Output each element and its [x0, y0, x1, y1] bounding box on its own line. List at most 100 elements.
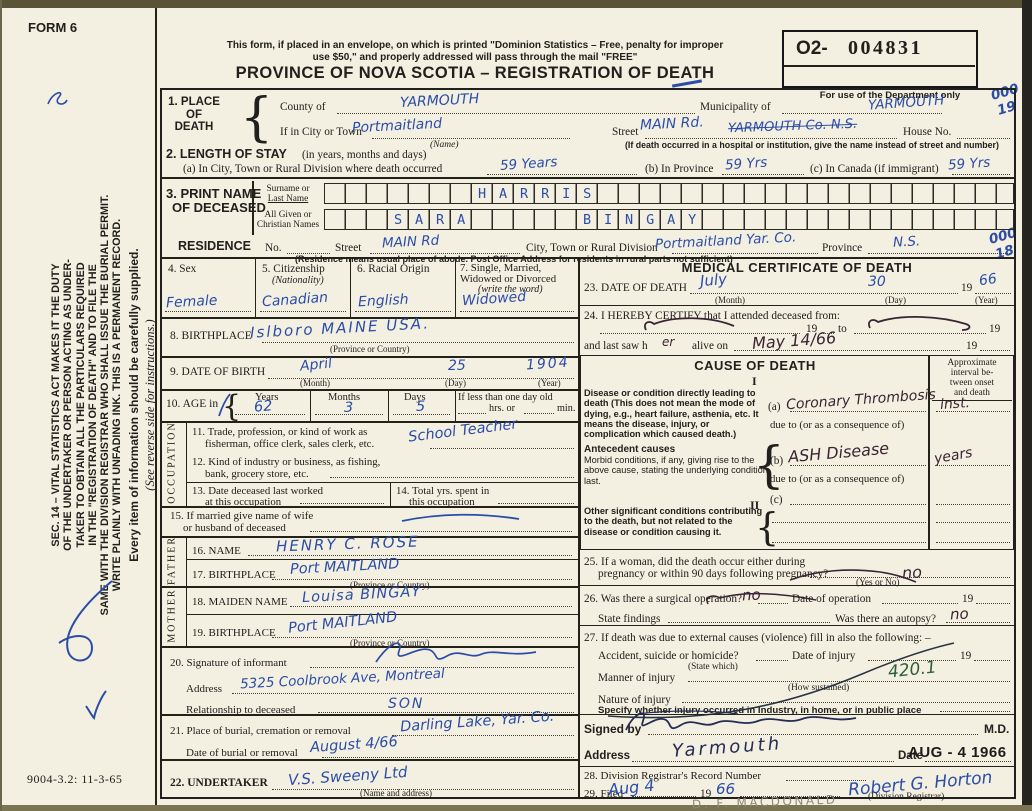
cause-other-line2	[772, 542, 926, 543]
s29-19: 19	[700, 788, 712, 800]
s10-hrs-line	[458, 413, 486, 414]
signed-address-line	[632, 761, 894, 762]
envelope-note-line2: use $50," and properly addressed will pa…	[312, 52, 638, 63]
rule-h1	[160, 177, 1016, 179]
rule-l389	[160, 389, 578, 391]
s17-line	[272, 579, 572, 580]
s26-autopsy: Was there an autopsy?	[835, 613, 937, 625]
cause-a-label: (a)	[768, 401, 781, 413]
s2-b-value: 59 Yrs	[724, 154, 768, 174]
s13-line	[300, 503, 384, 504]
s15-dash-icon	[401, 513, 520, 522]
s24-19b: 19	[989, 323, 1001, 335]
rule-l646	[160, 646, 578, 648]
s8-hint: (Province or Country)	[330, 344, 410, 354]
s11-line	[430, 448, 574, 449]
s15-label2: or husband of deceased	[183, 522, 286, 534]
occupation-group-label: OCCUPATION	[166, 421, 178, 504]
s26-findings: State findings	[598, 613, 661, 625]
s5-sub: (Nationality)	[272, 275, 324, 286]
cause-part1: I	[752, 374, 757, 388]
rule-l559	[186, 559, 578, 561]
s27-acc-line	[756, 660, 788, 661]
registrar-label: (Division Registrar)	[868, 792, 945, 802]
s23-label: 23. DATE OF DEATH	[584, 282, 687, 294]
s1-mun-label: Municipality of	[700, 101, 771, 113]
s7-line	[460, 311, 574, 312]
given-value-first: SARA	[394, 212, 479, 228]
s14-label1: 14. Total yrs. spent in	[396, 485, 490, 497]
s10-check-icon	[218, 393, 231, 417]
given-value-middle: BINGAY	[583, 212, 710, 228]
s27-nature: Nature of injury	[598, 694, 671, 706]
s3-head-line2: OF DECEASED	[172, 200, 266, 215]
cause-other-int2	[936, 542, 1010, 543]
s7-label1: 7. Single, Married,	[460, 262, 542, 274]
cause-disease-text: Disease or condition directly leading to…	[584, 388, 759, 440]
s4-line	[165, 311, 251, 312]
interval-header-l3: tween onset	[949, 378, 995, 388]
residence-no-line	[287, 253, 330, 254]
cause-antecedent-text: Morbid conditions, if any, giving rise t…	[584, 455, 768, 486]
rule-occ-v	[186, 421, 188, 506]
s18-line	[290, 606, 572, 607]
s17-hint: (Province or Country)	[350, 580, 430, 590]
s10-months-value: 3	[344, 400, 354, 416]
s29-year-value: 66	[716, 780, 736, 798]
s1-name-hint: (Name)	[430, 140, 459, 150]
rule-l317	[160, 317, 578, 319]
signed-label: Signed by	[584, 722, 642, 736]
s18-label: 18. MAIDEN NAME	[192, 596, 288, 608]
cause-other-brace: {	[755, 505, 780, 549]
s27-date-line	[868, 660, 956, 661]
s3-surname-label2: Last Name	[267, 194, 309, 204]
residence-street-label: Street	[335, 242, 362, 254]
s10-label: 10. AGE in	[166, 398, 219, 410]
s20-address-label: Address	[186, 683, 223, 695]
s26-question: 26. Was there a surgical operation?	[584, 593, 743, 605]
s9-hint-year: (Year)	[538, 378, 561, 388]
s27-how: (How sustained)	[788, 683, 850, 693]
serial-number: 004831	[848, 37, 923, 59]
rule-r714	[578, 714, 1016, 716]
s1-county-line	[337, 113, 695, 114]
s11-label1: 11. Trade, profession, or kind of work a…	[192, 426, 368, 438]
s22-label: 22. UNDERTAKER	[170, 777, 268, 789]
cause-c-label: (c)	[770, 494, 783, 506]
form-frame	[160, 88, 1016, 799]
s29-filed-line	[632, 796, 696, 797]
s25-label2: pregnancy or within 90 days following pr…	[598, 568, 829, 580]
s6-line	[355, 311, 451, 312]
s26-findings-line	[668, 622, 830, 623]
s26-date-label: Date of operation	[792, 593, 872, 605]
cause-other-text: Other significant conditions contributin…	[584, 506, 763, 537]
serial-box: O2- 004831	[782, 30, 978, 88]
cause-bc-brace: {	[753, 436, 785, 494]
s25-label1: 25. If a woman, did the death occur eith…	[584, 556, 806, 568]
surname-boxes	[324, 183, 1014, 204]
s20-rel-line	[318, 712, 574, 713]
s9-line	[268, 378, 574, 379]
s10-days-line	[393, 414, 450, 415]
s5-line	[260, 311, 346, 312]
s26-line	[758, 603, 788, 604]
s12-label2: bank, grocery store, etc.	[205, 468, 309, 480]
s23-line	[690, 293, 958, 294]
s26-autopsy-line	[946, 622, 1010, 623]
cause-b-interval-line	[936, 465, 1010, 466]
s1-mun-line	[782, 113, 942, 114]
mother-group-label: MOTHER	[166, 588, 178, 643]
s2-c-label: (c) In Canada (if immigrant)	[810, 163, 939, 175]
serial-prefix: O2-	[796, 38, 828, 59]
s1-county-label: County of	[280, 101, 326, 113]
s24-to: to	[838, 323, 847, 335]
s2-b-line	[722, 174, 804, 175]
s12-line	[330, 477, 574, 478]
s24-line1b	[820, 333, 834, 334]
residence-street-value: MAIN Rd	[381, 232, 440, 252]
cause-c-interval-line	[936, 504, 1010, 505]
s13-label2: at this occupation	[205, 496, 282, 508]
form-number: FORM 6	[28, 20, 78, 35]
residence-label: RESIDENCE	[178, 239, 251, 253]
s24-dash1-icon	[644, 317, 735, 331]
